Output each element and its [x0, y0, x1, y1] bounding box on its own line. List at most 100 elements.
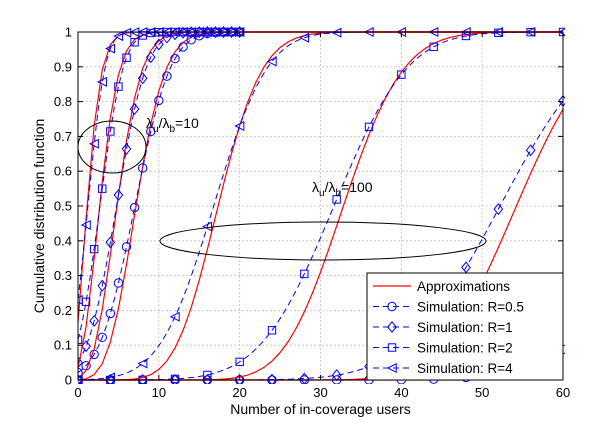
y-tick-label: 0.9 — [54, 59, 72, 74]
legend-label: Simulation: R=1 — [417, 320, 513, 335]
marker-diamond — [525, 144, 536, 157]
marker-square — [387, 343, 397, 352]
marker-square — [106, 127, 115, 136]
simulation-line — [78, 31, 240, 373]
legend-box — [366, 272, 564, 381]
marker-circle — [129, 202, 140, 213]
marker-circle — [170, 53, 180, 64]
legend-label: Simulation: R=0.5 — [417, 300, 524, 315]
y-tick-label: 0.2 — [54, 303, 72, 318]
x-tick-label: 20 — [232, 385, 246, 400]
ellipse-ratio-10 — [77, 120, 147, 174]
marker-triangle-left — [202, 221, 213, 232]
marker-diamond — [299, 372, 310, 384]
marker-triangle-left — [169, 311, 180, 322]
marker-diamond — [105, 236, 116, 249]
y-tick-label: 0.1 — [54, 338, 72, 353]
marker-square — [300, 269, 309, 279]
annotation-part: =10 — [175, 115, 199, 131]
marker-square — [130, 38, 139, 47]
marker-diamond — [210, 26, 221, 39]
x-tick-label: 60 — [556, 385, 570, 400]
simulation-line — [78, 31, 240, 363]
marker-triangle-left — [88, 138, 99, 149]
annotation-part: b — [335, 188, 341, 199]
marker-diamond — [493, 203, 504, 216]
marker-triangle-left — [386, 362, 397, 374]
marker-square — [364, 122, 374, 132]
marker-square — [114, 82, 123, 91]
marker-circle — [162, 71, 172, 81]
marker-diamond — [226, 26, 237, 38]
annotation-part: /λ — [325, 179, 336, 195]
x-tick-label: 50 — [475, 385, 489, 400]
y-tick-label: 0.3 — [54, 268, 72, 283]
marker-square — [89, 244, 99, 254]
marker-circle — [121, 242, 132, 252]
marker-triangle-left — [266, 56, 277, 67]
marker-triangle-left — [331, 27, 342, 38]
marker-diamond — [194, 26, 205, 39]
marker-triangle-left — [80, 219, 91, 230]
x-tick-label: 30 — [313, 385, 327, 400]
y-axis-label: Cumulative distribution function — [31, 119, 47, 314]
marker-diamond — [234, 373, 245, 384]
marker-circle — [387, 301, 397, 312]
marker-diamond — [387, 321, 397, 333]
legend: Approximations Simulation: R=0.5 Simulatio… — [366, 272, 564, 381]
tick-labels: 0 10 20 30 40 50 60 0 0.1 0.2 0.3 0.4 0.5 0.6 0.7 0.8 0.… — [54, 25, 570, 401]
legend-label: Approximations — [417, 279, 510, 294]
marker-triangle-left — [299, 32, 310, 43]
marker-circle — [146, 126, 156, 137]
marker-triangle-left — [105, 372, 116, 383]
marker-triangle-left — [113, 31, 124, 42]
marker-circle — [178, 42, 188, 52]
y-tick-label: 0.5 — [54, 199, 72, 214]
marker-circle — [113, 278, 124, 288]
marker-diamond — [170, 374, 180, 384]
marker-square — [203, 370, 212, 380]
x-axis-label: Number of in-coverage users — [230, 401, 411, 417]
y-tick-label: 0 — [65, 373, 72, 388]
marker-diamond — [78, 374, 83, 384]
marker-diamond — [267, 373, 277, 384]
x-tick-label: 0 — [74, 385, 81, 400]
marker-triangle-left — [105, 43, 116, 54]
annotation-part: λ — [312, 179, 319, 195]
legend-label: Simulation: R=2 — [417, 341, 513, 356]
y-tick-label: 1 — [65, 25, 72, 40]
marker-diamond — [89, 314, 100, 327]
marker-diamond — [234, 26, 245, 38]
marker-triangle-left — [96, 76, 107, 87]
marker-diamond — [145, 51, 156, 64]
marker-square — [235, 357, 244, 367]
marker-circle — [154, 95, 164, 106]
annotation-part: b — [169, 124, 175, 135]
marker-diamond — [81, 340, 91, 353]
simulation-line — [78, 31, 563, 381]
y-tick-label: 0.8 — [54, 94, 72, 109]
y-tick-label: 0.4 — [54, 233, 72, 248]
marker-diamond — [97, 279, 108, 292]
marker-diamond — [78, 356, 83, 369]
axes-frame — [77, 31, 564, 381]
y-tick-label: 0.7 — [54, 129, 72, 144]
marker-diamond — [153, 38, 164, 51]
annotation-part: u — [153, 124, 159, 135]
marker-diamond — [113, 189, 124, 202]
marker-square — [332, 195, 341, 204]
marker-diamond — [121, 142, 132, 155]
marker-diamond — [218, 26, 229, 38]
marker-square — [98, 184, 107, 193]
annotation-part: λ — [146, 115, 153, 131]
annotation-ratio-100: λu/λb=100 — [312, 179, 373, 199]
marker-square — [429, 42, 438, 52]
marker-triangle-left — [78, 294, 83, 305]
marker-circle — [137, 163, 148, 173]
marker-triangle-left — [234, 121, 245, 132]
annotation-part: u — [319, 188, 325, 199]
y-tick-label: 0.6 — [54, 164, 72, 179]
annotation-part: =100 — [341, 179, 373, 195]
